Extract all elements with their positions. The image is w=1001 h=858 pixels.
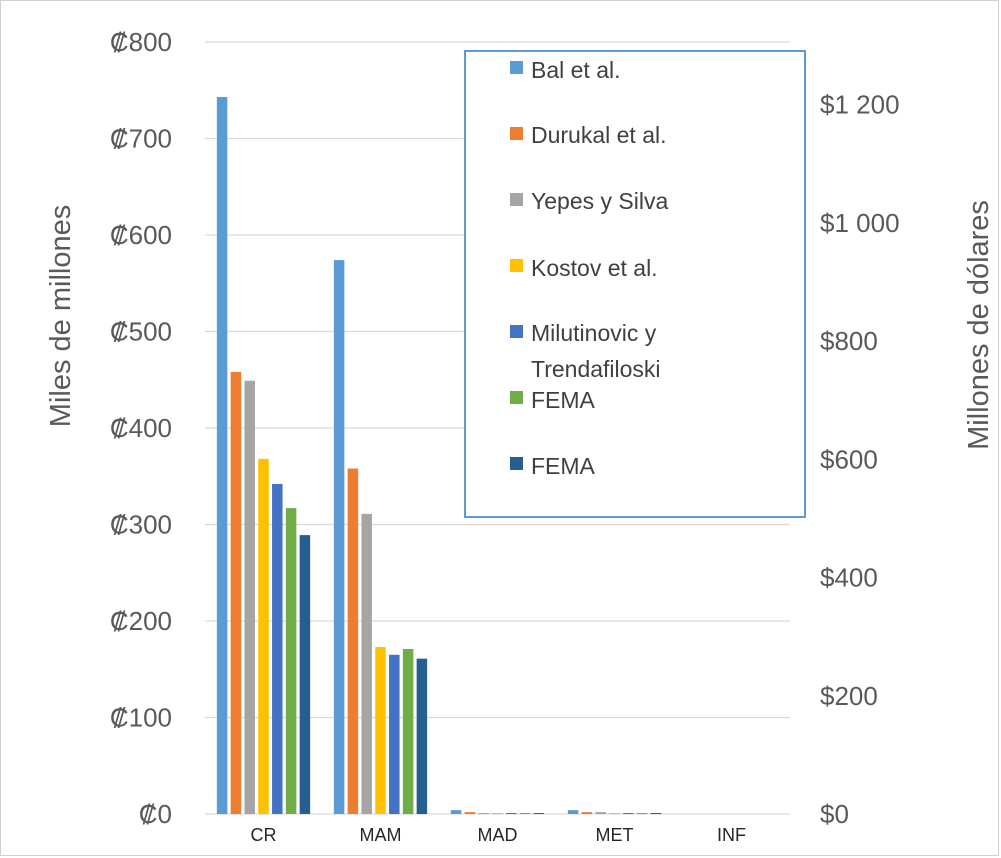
- bar: [347, 468, 359, 814]
- bar: [402, 648, 414, 814]
- legend-label: Yepes y Silva: [531, 188, 668, 214]
- bar: [389, 654, 400, 814]
- y-axis-title: Miles de millones: [45, 205, 77, 427]
- right-axis-ticks: $0 $200 $400 $600 $800 $1 000 $1 200: [820, 90, 900, 829]
- y-tick-label: ₡700: [110, 124, 172, 154]
- bar: [492, 813, 503, 814]
- legend-label: FEMA: [531, 387, 596, 413]
- y2-tick-label: $1 200: [820, 90, 900, 120]
- bar: [650, 813, 662, 814]
- y2-tick-label: $200: [820, 681, 878, 711]
- x-tick-label: CR: [251, 825, 277, 845]
- bar: [519, 813, 531, 814]
- y2-tick-label: $600: [820, 444, 878, 474]
- bar: [258, 458, 269, 814]
- bar: [333, 260, 345, 815]
- bar: [375, 647, 386, 814]
- bar: [244, 380, 255, 814]
- y-tick-label: ₡200: [110, 606, 172, 636]
- bars: [216, 97, 662, 815]
- legend-label: Durukal et al.: [531, 122, 667, 148]
- legend-swatch: [510, 127, 523, 140]
- y-tick-label: ₡100: [110, 703, 172, 733]
- legend-swatch: [510, 391, 523, 404]
- legend-swatch: [510, 259, 523, 272]
- y2-tick-label: $800: [820, 326, 878, 356]
- y-tick-label: ₡600: [110, 220, 172, 250]
- legend-swatch: [510, 457, 523, 470]
- legend-label: Kostov et al.: [531, 255, 658, 281]
- y2-tick-label: $1 000: [820, 208, 900, 238]
- legend-box: [464, 50, 806, 518]
- legend: Bal et al. Durukal et al. Yepes y Silva Kos…: [464, 50, 806, 518]
- x-tick-label: MET: [596, 825, 634, 845]
- x-tick-label: MAM: [360, 825, 402, 845]
- bar: [478, 813, 489, 814]
- legend-items: Bal et al. Durukal et al. Yepes y Silva Kos…: [510, 57, 668, 479]
- y2-tick-label: $0: [820, 799, 849, 829]
- y2-tick-label: $400: [820, 563, 878, 593]
- left-axis-ticks: ₡0 ₡100 ₡200 ₡300 ₡400 ₡500 ₡600 ₡700 ₡800: [110, 27, 172, 829]
- y-tick-label: ₡500: [110, 317, 172, 347]
- x-axis-ticks: CR MAM MAD MET INF: [251, 825, 747, 845]
- bar: [581, 812, 593, 814]
- bar: [533, 813, 545, 814]
- bar: [636, 813, 648, 814]
- bar: [285, 508, 297, 814]
- y2-axis-title: Millones de dólares: [963, 200, 995, 450]
- legend-swatch: [510, 325, 523, 338]
- y-tick-label: ₡300: [110, 510, 172, 540]
- y-tick-label: ₡0: [139, 799, 172, 829]
- legend-label: FEMA: [531, 453, 596, 479]
- legend-label: Milutinovic y Trendafiloski: [531, 320, 661, 382]
- legend-label: Bal et al.: [531, 57, 621, 83]
- bar: [506, 813, 517, 814]
- legend-swatch: [510, 61, 523, 74]
- bar: [567, 810, 579, 814]
- bar: [609, 813, 620, 814]
- y-tick-label: ₡400: [110, 413, 172, 443]
- bar: [623, 813, 634, 814]
- bar: [272, 483, 283, 814]
- x-tick-label: MAD: [478, 825, 518, 845]
- x-tick-label: INF: [717, 825, 746, 845]
- bar: [450, 810, 462, 814]
- bar: [361, 513, 372, 814]
- bar: [595, 812, 606, 814]
- bar: [230, 372, 242, 814]
- bar: [464, 812, 476, 814]
- y-tick-label: ₡800: [110, 27, 172, 57]
- legend-swatch: [510, 193, 523, 206]
- bar: [416, 658, 428, 814]
- bar: [299, 535, 311, 814]
- bar: [216, 97, 228, 814]
